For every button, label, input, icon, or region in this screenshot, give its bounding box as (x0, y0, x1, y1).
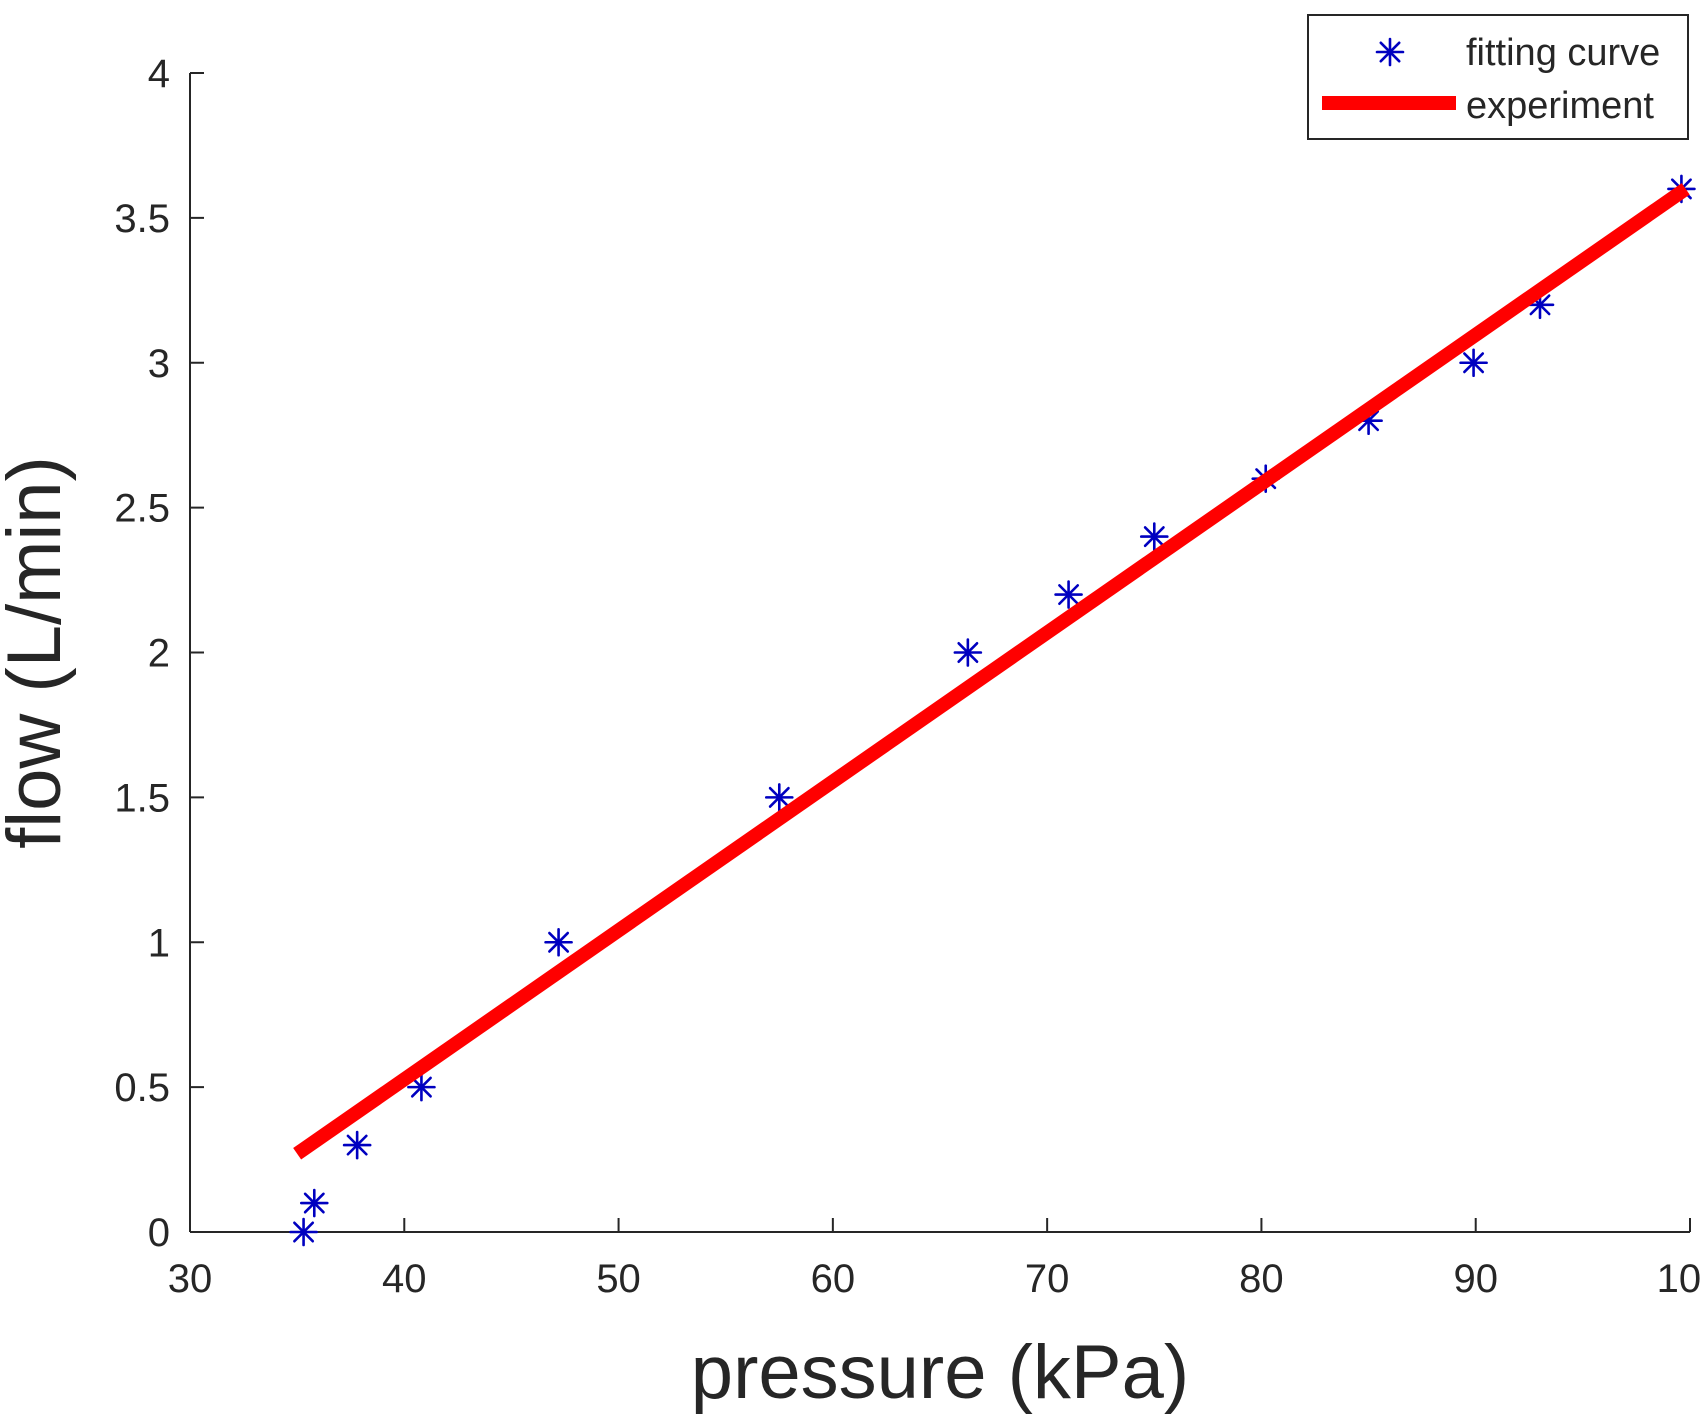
x-axis-title: pressure (kPa) (691, 1330, 1189, 1415)
x-tick-label: 100 (1657, 1257, 1700, 1301)
y-tick-label: 1 (148, 921, 170, 965)
legend: fitting curve experiment (1307, 14, 1689, 140)
x-tick-label: 90 (1453, 1257, 1498, 1301)
y-tick-label: 1.5 (114, 776, 170, 820)
series-line-experiment (293, 183, 1690, 1160)
x-tick-label: 70 (1025, 1257, 1070, 1301)
x-tick-label: 40 (382, 1257, 427, 1301)
data-point (1054, 580, 1083, 609)
data-point (764, 783, 794, 812)
y-tick-label: 2 (148, 632, 170, 676)
y-tick-label: 2.5 (114, 487, 170, 531)
y-tick-label: 3 (148, 342, 170, 386)
data-point (1459, 348, 1488, 378)
x-tick-label: 30 (168, 1257, 213, 1301)
x-tick-label: 60 (811, 1257, 856, 1301)
data-point (407, 1072, 436, 1102)
y-tick-label: 0 (148, 1211, 170, 1255)
legend-box (1307, 14, 1689, 140)
data-point (544, 927, 573, 957)
data-point (299, 1188, 329, 1218)
data-point (1139, 522, 1169, 551)
x-tick-label: 50 (596, 1257, 641, 1301)
axes: 30 40 50 60 70 80 90 100 0 0.5 1 1.5 2 2.5 3 3.5 4 (114, 52, 1700, 1301)
plot-area (289, 174, 1696, 1247)
data-point (342, 1130, 372, 1160)
y-tick-label: 4 (148, 52, 170, 96)
legend-label-experiment: experiment (1466, 85, 1654, 127)
data-point (953, 638, 983, 667)
legend-marker-fitting-curve (1375, 37, 1405, 67)
data-point (289, 1217, 318, 1247)
legend-label-fitting-curve: fitting curve (1466, 32, 1660, 74)
y-axis-title: flow (L/min) (0, 456, 77, 849)
legend-asterisk (1375, 37, 1405, 67)
y-tick-label: 0.5 (114, 1066, 170, 1110)
y-tick-label: 3.5 (114, 197, 170, 241)
x-tick-label: 80 (1239, 1257, 1284, 1301)
